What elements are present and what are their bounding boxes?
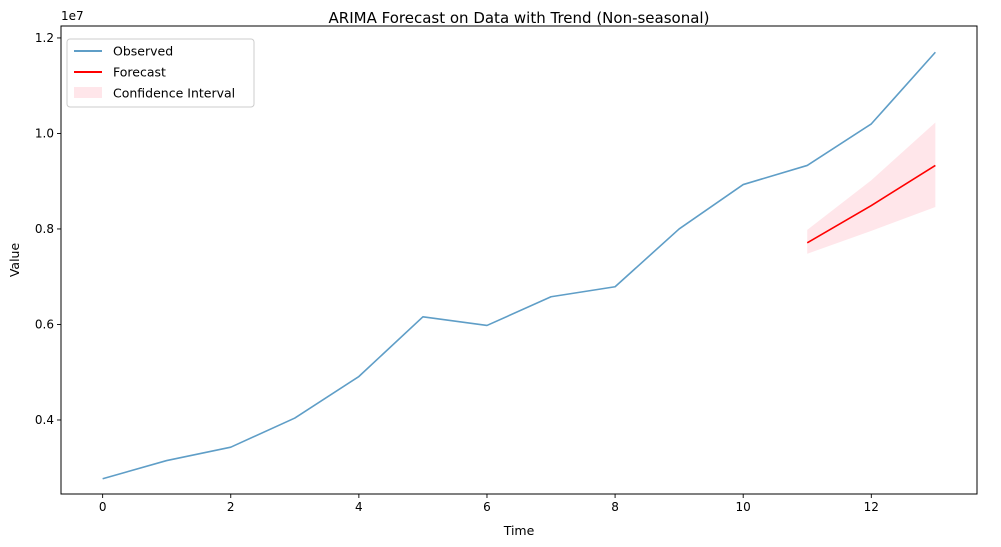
y-tick-label: 1.2 <box>35 31 54 45</box>
legend-swatch-confidence-interval <box>74 87 102 98</box>
x-axis-label: Time <box>503 523 535 538</box>
legend: Observed Forecast Confidence Interval <box>66 38 255 108</box>
x-axis: 0 2 4 6 8 10 12 <box>99 494 879 514</box>
x-tick-label: 10 <box>736 500 751 514</box>
x-tick-label: 2 <box>227 500 235 514</box>
legend-box <box>66 38 255 108</box>
x-tick-label: 12 <box>864 500 879 514</box>
confidence-interval-band <box>807 122 936 254</box>
x-tick-label: 4 <box>355 500 363 514</box>
y-tick-label: 0.4 <box>35 413 54 427</box>
x-tick-label: 0 <box>99 500 107 514</box>
series-line-forecast <box>806 164 936 244</box>
y-tick-label: 0.6 <box>35 317 54 331</box>
series-line-observed <box>102 51 936 480</box>
y-offset-label: 1e7 <box>61 9 84 23</box>
confidence-band-layer <box>807 122 936 254</box>
x-tick-label: 8 <box>611 500 619 514</box>
y-axis-label: Value <box>7 243 22 278</box>
series-layer <box>102 51 936 480</box>
legend-label-observed: Observed <box>113 44 173 59</box>
legend-label-confidence-interval: Confidence Interval <box>113 86 235 101</box>
y-tick-label: 0.8 <box>35 222 54 236</box>
x-tick-label: 6 <box>483 500 491 514</box>
legend-label-forecast: Forecast <box>113 65 166 80</box>
y-tick-label: 1.0 <box>35 126 54 140</box>
chart-title: ARIMA Forecast on Data with Trend (Non-s… <box>329 9 710 27</box>
y-axis: 0.4 0.6 0.8 1.0 1.2 <box>35 31 61 427</box>
plot-frame <box>60 25 978 495</box>
